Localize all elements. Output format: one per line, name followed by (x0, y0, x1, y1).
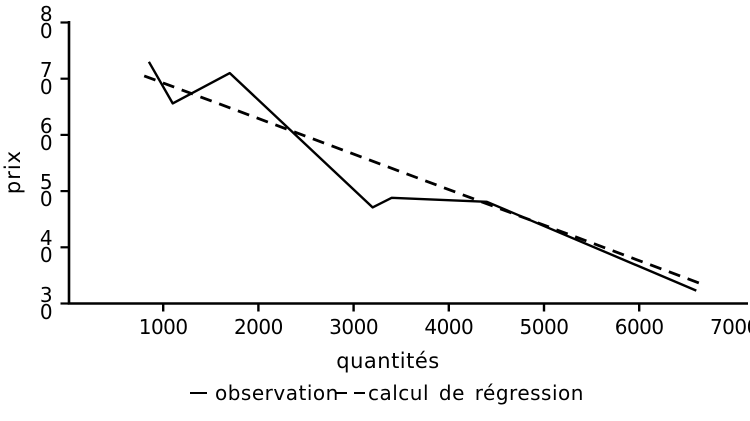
y-tick-label: 8 0 (39, 1, 53, 43)
y-tick-label: 7 0 (39, 57, 53, 99)
x-axis-title: quantités (336, 349, 440, 373)
x-tick-label: 2000 (233, 315, 283, 339)
y-tick-label: 6 0 (39, 113, 53, 155)
x-tick-label: 7000 (709, 315, 750, 339)
legend-item-observation: observation (190, 381, 339, 405)
legend-item-regression: calcul de régression (336, 381, 584, 405)
x-tick-label: 1000 (138, 315, 188, 339)
legend-label-regression: calcul de régression (368, 381, 584, 405)
observation-line (147, 61, 697, 292)
y-tick-label: 3 0 (39, 282, 53, 324)
y-tick-label: 5 0 (39, 170, 53, 212)
y-tick-label: 4 0 (39, 226, 53, 268)
x-tick-label: 5000 (519, 315, 569, 339)
y-axis-title: prix (1, 149, 25, 195)
dashed-line-swatch (336, 391, 366, 395)
legend-label-observation: observation (215, 381, 339, 405)
x-tick-label: 4000 (424, 315, 474, 339)
x-tick-label: 3000 (329, 315, 379, 339)
solid-line-swatch (190, 391, 207, 395)
axes (67, 21, 748, 305)
x-tick-label: 6000 (614, 315, 664, 339)
regression-line (143, 74, 707, 287)
